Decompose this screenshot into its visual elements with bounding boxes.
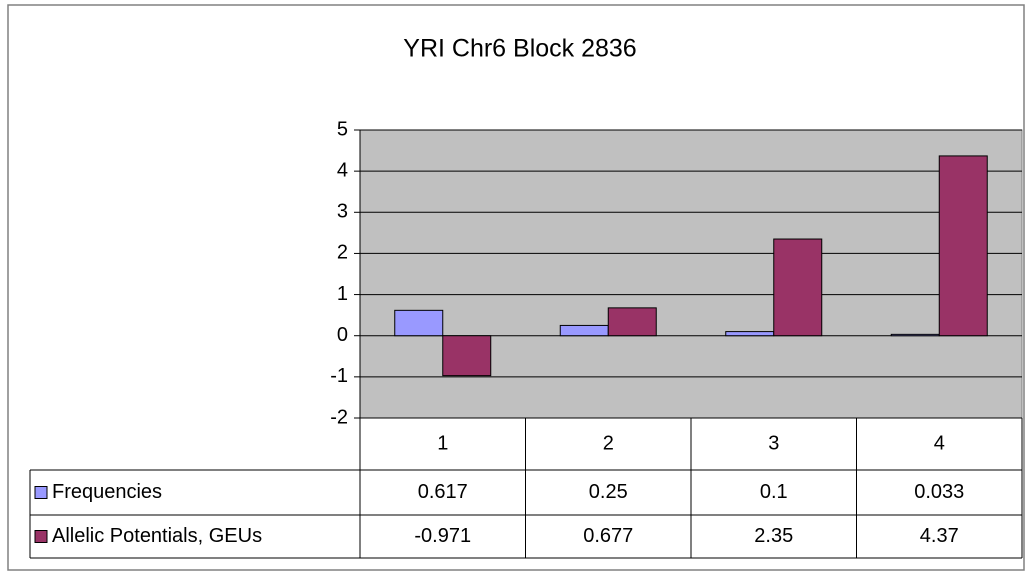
bar	[773, 238, 823, 337]
y-tick-label: 4	[337, 159, 348, 181]
x-tick-label: 4	[934, 432, 945, 454]
y-tick-label: 2	[337, 242, 348, 264]
y-tick-label: -2	[330, 406, 348, 428]
y-tick-label: 5	[337, 118, 348, 140]
bar	[725, 331, 775, 337]
x-tick-label: 2	[603, 432, 614, 454]
legend-key	[34, 530, 48, 543]
table-value: 2.35	[754, 525, 793, 547]
chart-title: YRI Chr6 Block 2836	[403, 35, 636, 63]
bar	[442, 335, 492, 377]
legend-key	[34, 486, 48, 499]
legend-label: Allelic Potentials, GEUs	[52, 525, 262, 547]
table-value: 0.677	[583, 525, 633, 547]
table-value: 0.033	[914, 481, 964, 503]
bar	[394, 309, 444, 337]
table-value: 4.37	[920, 525, 959, 547]
y-tick-label: 3	[337, 201, 348, 223]
bar	[890, 333, 940, 337]
bar	[938, 155, 988, 337]
bar	[559, 324, 609, 337]
y-tick-label: 0	[337, 324, 348, 346]
x-tick-label: 3	[768, 432, 779, 454]
legend-label: Frequencies	[52, 481, 162, 503]
table-value: 0.25	[589, 481, 628, 503]
table-value: 0.617	[418, 481, 468, 503]
bar	[607, 307, 657, 337]
y-tick-label: 1	[337, 283, 348, 305]
table-value: 0.1	[760, 481, 788, 503]
y-tick-label: -1	[330, 365, 348, 387]
x-tick-label: 1	[437, 432, 448, 454]
table-value: -0.971	[414, 525, 471, 547]
